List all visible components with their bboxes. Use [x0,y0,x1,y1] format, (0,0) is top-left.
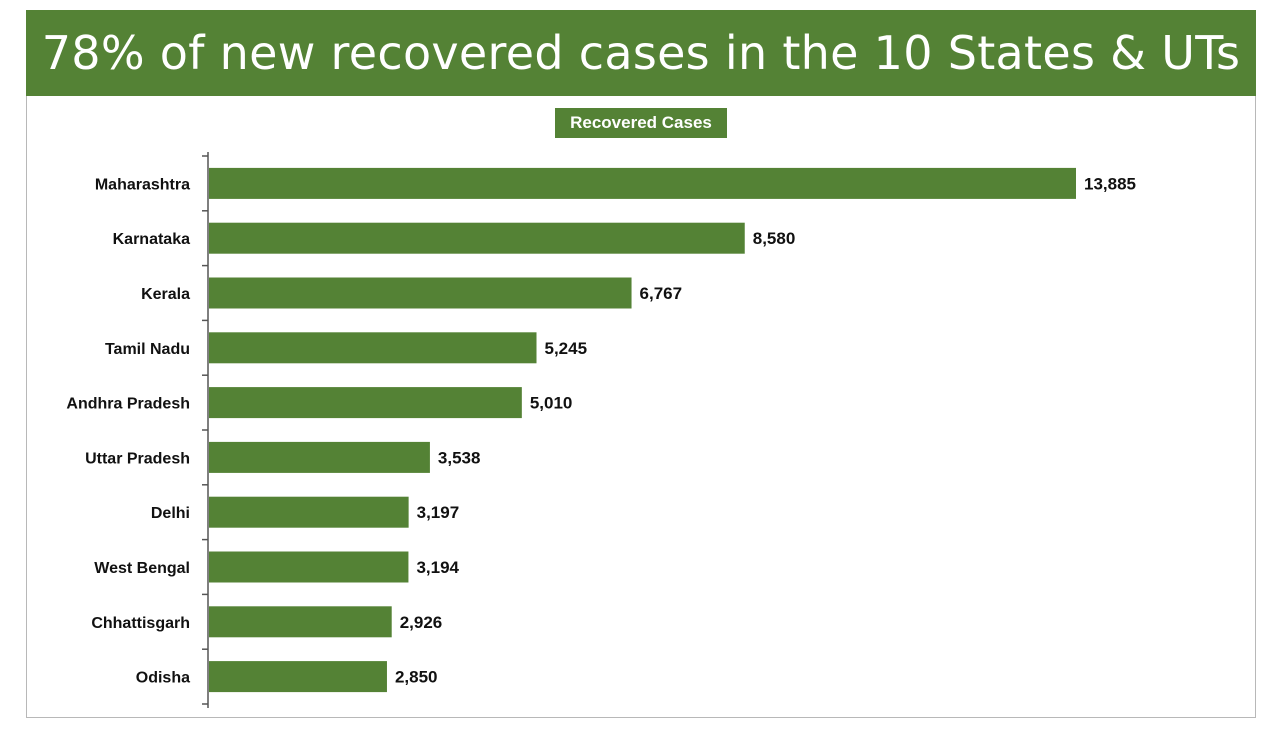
bar [209,441,430,473]
bar [209,167,1076,199]
category-label: Uttar Pradesh [85,450,190,467]
data-label: 3,197 [417,503,460,522]
category-label: Maharashtra [95,176,190,193]
data-label: 2,926 [400,613,443,632]
data-label: 2,850 [395,668,438,687]
data-label: 5,245 [545,339,588,358]
category-label: Karnataka [113,231,190,248]
category-label: Delhi [151,505,190,522]
legend: Recovered Cases [555,108,727,138]
data-label: 3,194 [416,558,459,577]
category-label: Odisha [136,670,190,687]
data-label: 13,885 [1084,174,1136,193]
category-label: Kerala [141,286,190,303]
bar [209,222,745,254]
data-label: 8,580 [753,229,796,248]
bar [209,551,409,583]
bar [209,496,409,528]
legend-label: Recovered Cases [570,113,712,132]
bar [209,387,522,419]
category-label: West Bengal [94,560,190,577]
data-label: 6,767 [640,284,683,303]
category-label: Chhattisgarh [91,615,190,632]
data-label: 3,538 [438,448,481,467]
bar [209,661,387,693]
category-label: Tamil Nadu [105,341,190,358]
data-label: 5,010 [530,394,573,413]
title-banner: 78% of new recovered cases in the 10 Sta… [26,10,1256,96]
chart-title: 78% of new recovered cases in the 10 Sta… [41,26,1241,80]
bar [209,332,537,364]
bar [209,277,632,309]
bar [209,606,392,638]
category-label: Andhra Pradesh [66,396,190,413]
